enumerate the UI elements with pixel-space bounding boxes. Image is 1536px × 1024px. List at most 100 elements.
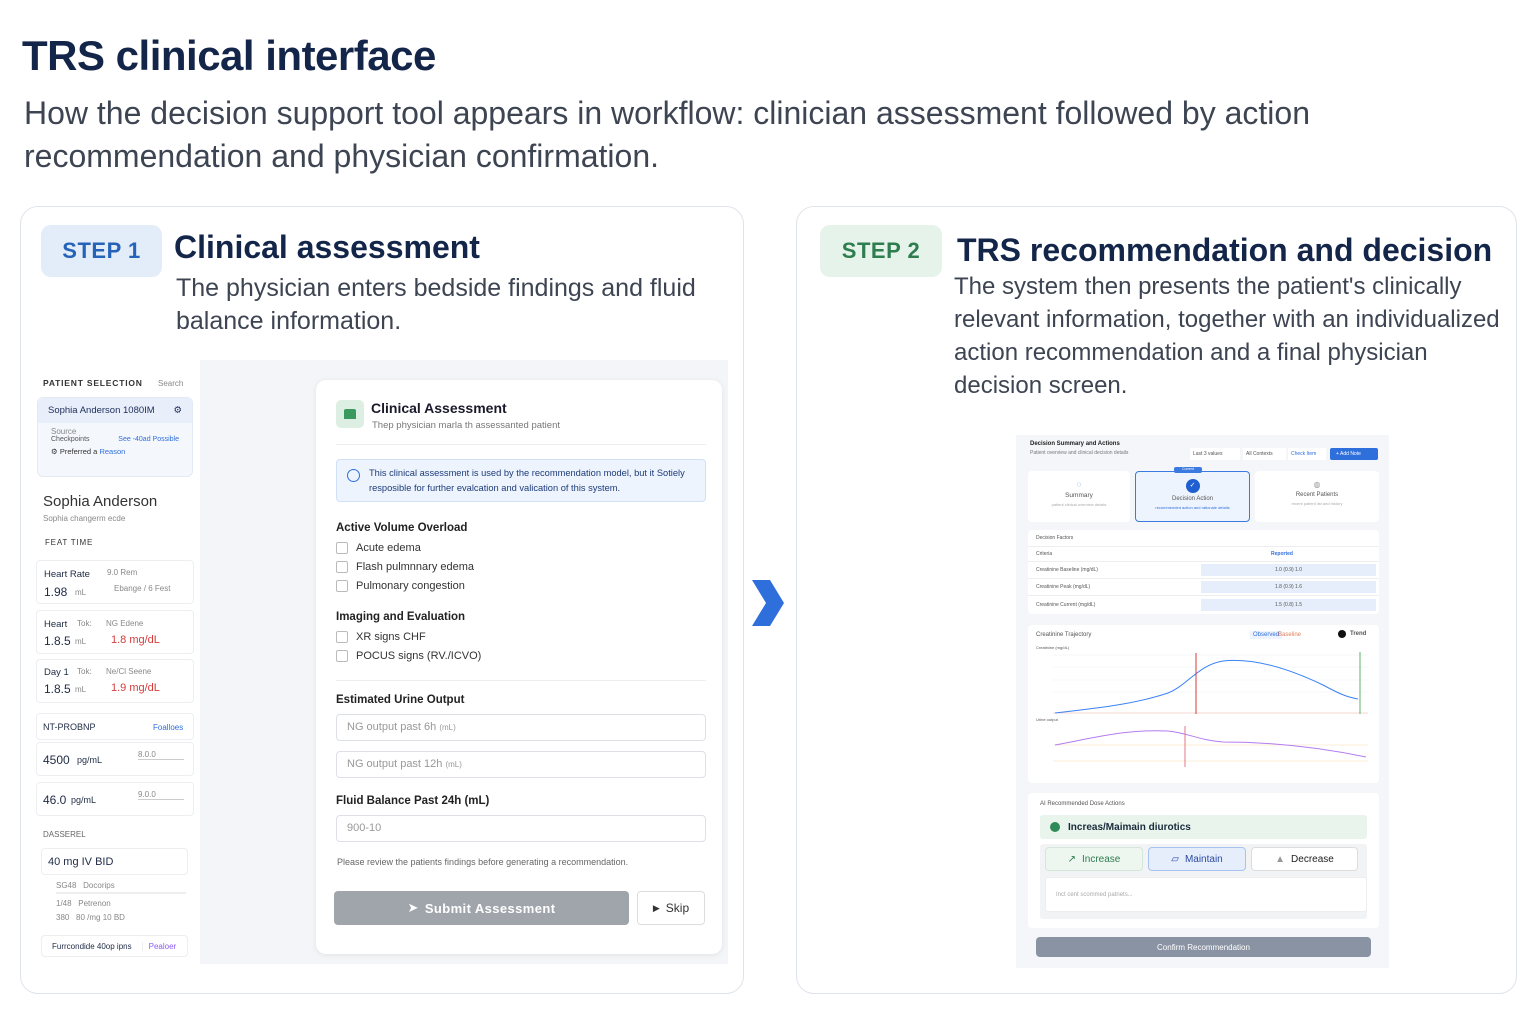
dose-row: 1/48 Petrenon xyxy=(56,899,111,908)
step2-desc: The system then presents the patient's c… xyxy=(954,273,1500,399)
maintain-button[interactable]: ▱ Maintain xyxy=(1148,847,1246,871)
vital-aux2: Tok: xyxy=(77,667,92,676)
meta-preferred: Preferred a xyxy=(59,447,98,456)
step1-desc: The physician enters bedside findings an… xyxy=(176,274,696,335)
next-arrow-icon xyxy=(752,580,784,626)
vital-aux: 9.0 Rem xyxy=(107,568,138,577)
trajectory-chart-panel: Creatinine Trajectory Observed Baseline … xyxy=(1028,625,1379,783)
table-row: Creatinine Baseline (mg/dL) 1.0 (0.9) 1.0 xyxy=(1028,562,1379,579)
patients-icon: ◍ xyxy=(1313,480,1321,489)
urine-series xyxy=(1054,730,1367,758)
skip-button[interactable]: ▶ Skip xyxy=(637,891,705,925)
table-row: Creatinine Peak (mg/dL) 1.8 (0.9) 1.6 xyxy=(1028,579,1379,596)
vital-label: Heart xyxy=(44,619,68,630)
chart1-label: Creatinine (mg/dL) xyxy=(1036,645,1070,650)
check-icon: ✓ xyxy=(1185,479,1200,493)
decrease-icon: ▲ xyxy=(1275,853,1286,865)
vital-unit: mL xyxy=(75,588,87,597)
divider xyxy=(336,680,706,681)
lab-unit: pg/mL xyxy=(71,795,97,805)
dose-section-label: DASSEREL xyxy=(43,830,86,839)
divider xyxy=(336,444,706,445)
filter-dropdown[interactable]: All Contexts xyxy=(1243,448,1286,460)
step1-badge: STEP 1 xyxy=(41,225,162,277)
vital-value: 1.8.5 xyxy=(44,682,71,696)
checkbox-acute-edema[interactable]: Acute edema xyxy=(336,538,706,557)
dose-footer-link[interactable]: Pealoer xyxy=(148,941,177,951)
filter-dropdown[interactable]: Last 3 values xyxy=(1190,448,1240,460)
checkbox-xr-signs[interactable]: XR signs CHF xyxy=(336,627,706,646)
filter-dropdown[interactable]: Check Item xyxy=(1288,448,1326,460)
ntprobnp-header: NT-PROBNP Foalloes xyxy=(36,713,194,740)
ntprobnp-link[interactable]: Foalloes xyxy=(153,723,184,732)
imaging-group: Imaging and Evaluation XR signs CHF POCU… xyxy=(336,611,706,665)
vital-unit: mL xyxy=(75,637,87,646)
increase-button[interactable]: ↗ Increase xyxy=(1045,847,1143,871)
recommendation-panel: AI Recommended Dose Actions Increas/Maim… xyxy=(1028,793,1379,928)
maintain-icon: ▱ xyxy=(1171,853,1179,865)
tab-decision-action[interactable]: Current ✓ Decision Action recommended act… xyxy=(1135,467,1250,522)
checkbox-pocus-signs[interactable]: POCUS signs (RV./ICVO) xyxy=(336,646,706,665)
fluid-balance-label: Fluid Balance Past 24h (mL) xyxy=(336,795,490,807)
decrease-button[interactable]: ▲ Decrease xyxy=(1251,847,1358,871)
add-note-button[interactable]: + Add Note xyxy=(1330,448,1378,460)
tab-summary[interactable]: ◌ Summary patient clinical overview detai… xyxy=(1028,471,1130,522)
lab-value: 46.0 xyxy=(43,793,67,807)
step2-title: TRS recommendation and decision xyxy=(957,232,1493,268)
meta-link[interactable]: See -40ad Possible xyxy=(118,436,179,443)
search-link[interactable]: Search xyxy=(158,379,184,388)
dose-row: 380 80 /mg 10 BD xyxy=(56,913,125,922)
chart-title: Creatinine Trajectory xyxy=(1036,632,1092,638)
ntprobnp-row: 4500 pg/mL 8.0.0 xyxy=(36,742,194,776)
checkbox-flash-pulmonary-edema[interactable]: Flash pulmnnary edema xyxy=(336,557,706,576)
info-icon xyxy=(347,469,360,482)
tab-recent-patients[interactable]: ◍ Recent Patients recent patient list and… xyxy=(1255,471,1379,522)
selected-patient-box[interactable]: Sophia Anderson 1080IM ⚙ Source Checkpoin… xyxy=(37,397,193,477)
recommendation-screenshot: Decision Summary and Actions Patient ove… xyxy=(1016,435,1389,968)
toggle-label[interactable]: Trend xyxy=(1350,631,1367,637)
submit-assessment-button[interactable]: ➤ Submit Assessment xyxy=(334,891,629,925)
patient-subtitle: Sophia changerm ecde xyxy=(43,514,126,523)
page-subtitle: How the decision support tool appears in… xyxy=(24,95,1310,174)
notice-text: This clinical assessment is used by the … xyxy=(369,468,685,493)
fluid-balance-input[interactable]: 900-10 xyxy=(336,815,706,842)
toggle-icon[interactable] xyxy=(1338,630,1346,638)
step1-title: Clinical assessment xyxy=(174,229,480,265)
step2-badge: STEP 2 xyxy=(820,225,942,277)
comment-input[interactable]: Inct cent scommed patnets... xyxy=(1045,877,1367,912)
current-badge: Current xyxy=(1174,467,1202,473)
recommendation-banner: Increas/Maimain diurotics xyxy=(1040,815,1367,839)
vital-aux: Ne/Cl Seene xyxy=(106,667,152,676)
urine-6h-input[interactable]: NG output past 6h (mL) xyxy=(336,714,706,741)
volume-overload-group: Active Volume Overload Acute edema Flash… xyxy=(336,522,706,595)
patient-name: Sophia Anderson xyxy=(43,493,158,510)
settings-icon[interactable]: ⚙ xyxy=(173,405,182,416)
vital-label: Day 1 xyxy=(44,667,69,678)
reason-link[interactable]: Reason xyxy=(99,447,126,456)
section-label: FEAT TIME xyxy=(45,538,94,547)
dose-field[interactable]: 40 mg IV BID xyxy=(41,848,188,875)
urine-12h-input[interactable]: NG output past 12h (mL) xyxy=(336,751,706,778)
review-hint: Please review the patients findings befo… xyxy=(337,857,629,867)
sidebar-header: PATIENT SELECTION xyxy=(43,378,143,388)
urine-label: Estimated Urine Output xyxy=(336,694,465,706)
legend-observed[interactable]: Observed xyxy=(1250,631,1283,639)
meta-checkpoints: Checkpoints xyxy=(51,436,90,443)
lab-unit: pg/mL xyxy=(77,755,103,765)
lab-value: 4500 xyxy=(43,753,70,767)
lab-ref: 9.0.0 xyxy=(138,790,184,800)
legend-baseline[interactable]: Baseline xyxy=(1278,632,1302,638)
vital-value: 1.8.5 xyxy=(44,634,71,648)
vital-aux2: Tok: xyxy=(77,619,92,628)
creatinine-series xyxy=(1054,659,1359,714)
form-subtitle: Thep physician marla th assessanted pati… xyxy=(372,420,560,431)
selected-patient: Sophia Anderson 1080IM xyxy=(48,405,155,416)
confirm-recommendation-button[interactable]: Confirm Recommendation xyxy=(1036,937,1371,957)
dose-row: SG48 Docorips xyxy=(56,881,186,894)
trajectory-chart xyxy=(1053,652,1368,767)
vital-aux: NG Edene xyxy=(106,619,144,628)
rec-title: AI Recommended Dose Actions xyxy=(1040,801,1125,807)
checkbox-pulmonary-congestion[interactable]: Pulmonary congestion xyxy=(336,576,706,595)
clipboard-icon xyxy=(336,400,364,428)
vital-note: Ebange / 6 Fest xyxy=(114,584,171,593)
